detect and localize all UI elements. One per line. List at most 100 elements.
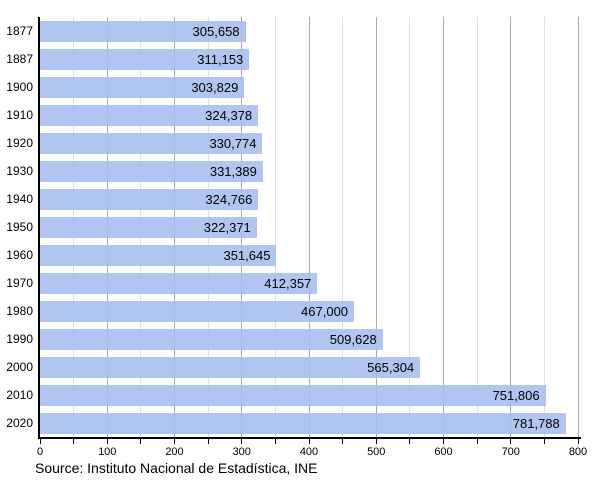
bar-row: 324,378 xyxy=(40,101,578,129)
bar: 412,357 xyxy=(40,272,318,294)
x-axis-tick-label: 600 xyxy=(434,446,453,458)
y-axis-label: 1970 xyxy=(6,276,33,290)
major-gridline xyxy=(375,17,377,437)
bar-value-label: 305,658 xyxy=(192,23,240,39)
y-axis-line xyxy=(38,17,40,439)
bar-value-label: 311,153 xyxy=(197,51,244,67)
bar-value-label: 330,774 xyxy=(209,135,257,151)
bar-value-label: 322,371 xyxy=(203,219,251,235)
minor-gridline xyxy=(543,17,545,437)
bar-row: 311,153 xyxy=(40,45,578,73)
major-gridline xyxy=(510,17,512,437)
y-axis-label: 2020 xyxy=(6,416,33,430)
bar-row: 781,788 xyxy=(40,409,578,437)
x-axis-tick-label: 300 xyxy=(232,446,251,458)
minor-gridline xyxy=(409,17,411,437)
bar-row: 751,806 xyxy=(40,381,578,409)
bar-row: 509,628 xyxy=(40,325,578,353)
bar-value-label: 565,304 xyxy=(367,359,415,375)
x-axis-tick xyxy=(409,439,411,444)
bar-value-label: 324,378 xyxy=(205,107,253,123)
minor-gridline xyxy=(342,17,344,437)
bar-row: 305,658 xyxy=(40,17,578,45)
x-axis-tick xyxy=(241,439,243,444)
x-axis-tick xyxy=(174,439,175,444)
bar: 324,766 xyxy=(40,188,259,210)
bar-row: 322,371 xyxy=(40,213,578,241)
x-axis-tick-label: 500 xyxy=(367,446,386,458)
bar: 305,658 xyxy=(40,20,246,42)
x-axis-tick xyxy=(375,439,377,444)
bar: 781,788 xyxy=(40,412,566,434)
bar-row: 565,304 xyxy=(40,353,578,381)
bar: 351,645 xyxy=(40,244,277,266)
bar-value-label: 509,628 xyxy=(329,331,377,347)
x-axis-tick-label: 0 xyxy=(36,446,44,458)
bar-row: 324,766 xyxy=(40,185,578,213)
major-gridline xyxy=(308,17,310,437)
x-axis-tick xyxy=(140,439,142,444)
bar: 565,304 xyxy=(40,356,421,378)
bar-value-label: 303,829 xyxy=(191,79,239,95)
bar-value-label: 331,389 xyxy=(209,163,257,179)
x-axis-tick xyxy=(443,439,444,444)
y-axis-label: 1940 xyxy=(6,192,33,206)
bar-row: 303,829 xyxy=(40,73,578,101)
bar: 330,774 xyxy=(40,132,263,154)
y-axis-label: 1887 xyxy=(6,52,33,66)
x-axis-tick xyxy=(308,439,310,444)
x-axis-tick xyxy=(577,439,579,444)
bar: 322,371 xyxy=(40,216,257,238)
x-axis-tick xyxy=(274,439,276,444)
x-axis-tick-label: 200 xyxy=(165,446,184,458)
bar-value-label: 412,357 xyxy=(264,275,312,291)
bar: 509,628 xyxy=(40,328,383,350)
y-axis-label: 1980 xyxy=(6,304,33,318)
bar-value-label: 467,000 xyxy=(301,303,349,319)
bar-row: 330,774 xyxy=(40,129,578,157)
x-axis-tick xyxy=(39,439,41,444)
bar-row: 351,645 xyxy=(40,241,578,269)
bar: 467,000 xyxy=(40,300,355,322)
y-axis-label: 1930 xyxy=(6,164,33,178)
bar-row: 412,357 xyxy=(40,269,578,297)
bar: 324,378 xyxy=(40,104,259,126)
y-axis-label: 1900 xyxy=(6,80,33,94)
bar-row: 467,000 xyxy=(40,297,578,325)
x-axis-tick-label: 400 xyxy=(299,446,319,458)
bar-value-label: 324,766 xyxy=(205,191,253,207)
x-axis-line xyxy=(38,437,581,439)
x-axis-tick xyxy=(73,439,75,444)
x-axis-tick xyxy=(106,439,108,444)
bar-value-label: 781,788 xyxy=(512,415,560,431)
major-gridline xyxy=(577,17,579,437)
bar: 311,153 xyxy=(40,48,250,70)
bar: 303,829 xyxy=(40,76,245,98)
y-axis-label: 1877 xyxy=(6,24,33,38)
plot-area: 305,658 311,153 303,829 324,378 330,774 331,3… xyxy=(40,17,579,437)
x-axis-tick-label: 100 xyxy=(98,446,117,458)
minor-gridline xyxy=(476,17,478,437)
bar: 751,806 xyxy=(40,384,546,406)
y-axis-label: 1950 xyxy=(6,220,33,234)
bar-value-label: 351,645 xyxy=(223,247,271,263)
bar-value-label: 751,806 xyxy=(492,387,540,403)
y-axis-label: 2000 xyxy=(6,360,33,374)
y-axis-label: 1960 xyxy=(6,248,33,262)
x-axis-tick-label: 700 xyxy=(501,446,520,458)
bars-layer: 305,658 311,153 303,829 324,378 330,774 331,3… xyxy=(40,17,578,437)
y-axis-label: 1990 xyxy=(6,332,33,346)
major-gridline xyxy=(443,17,444,437)
y-axis-label: 2010 xyxy=(6,388,33,402)
source-note: Source: Instituto Nacional de Estadístic… xyxy=(35,460,318,476)
x-axis-tick xyxy=(207,439,209,444)
x-axis-tick xyxy=(476,439,478,444)
bar-row: 331,389 xyxy=(40,157,578,185)
y-axis-label: 1920 xyxy=(6,136,33,150)
x-axis-tick xyxy=(543,439,545,444)
y-axis-label: 1910 xyxy=(6,108,33,122)
bar: 331,389 xyxy=(40,160,263,182)
x-axis-tick-label: 800 xyxy=(568,446,588,458)
x-axis-tick xyxy=(510,439,512,444)
